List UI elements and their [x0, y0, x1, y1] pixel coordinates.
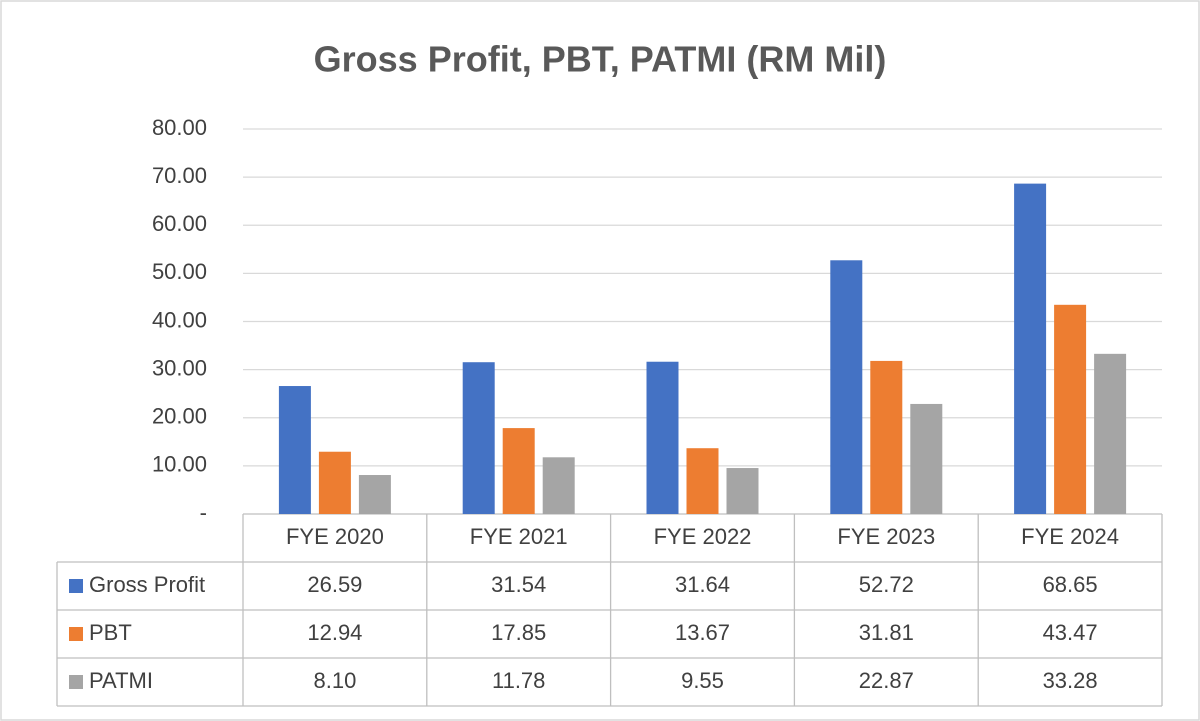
x-tick-label: FYE 2022 — [654, 524, 752, 549]
y-tick-label: 80.00 — [152, 115, 207, 140]
y-tick-label: 10.00 — [152, 452, 207, 477]
table-value: 68.65 — [1043, 572, 1098, 597]
legend-swatch — [69, 675, 83, 689]
table-value: 26.59 — [307, 572, 362, 597]
table-value: 13.67 — [675, 620, 730, 645]
table-value: 52.72 — [859, 572, 914, 597]
table-value: 9.55 — [681, 668, 724, 693]
legend-label: Gross Profit — [89, 572, 205, 597]
x-tick-label: FYE 2020 — [286, 524, 384, 549]
bar — [462, 362, 495, 514]
chart-title: Gross Profit, PBT, PATMI (RM Mil) — [314, 39, 887, 80]
x-tick-label: FYE 2021 — [470, 524, 568, 549]
legend-swatch — [69, 579, 83, 593]
y-tick-label: 40.00 — [152, 307, 207, 332]
bar — [542, 457, 575, 514]
table-value: 31.81 — [859, 620, 914, 645]
legend-label: PBT — [89, 620, 132, 645]
table-value: 17.85 — [491, 620, 546, 645]
bar — [1094, 353, 1127, 514]
y-tick-label: 70.00 — [152, 163, 207, 188]
legend-label: PATMI — [89, 668, 153, 693]
x-tick-label: FYE 2023 — [837, 524, 935, 549]
y-tick-label: 50.00 — [152, 259, 207, 284]
y-tick-label: 60.00 — [152, 211, 207, 236]
bar — [278, 386, 311, 514]
y-tick-label: 20.00 — [152, 404, 207, 429]
bar — [358, 475, 391, 514]
bar — [870, 360, 903, 514]
table-value: 31.64 — [675, 572, 730, 597]
table-value: 31.54 — [491, 572, 546, 597]
bar — [502, 428, 535, 514]
bar — [830, 260, 863, 514]
bar — [318, 451, 351, 514]
bar — [646, 361, 679, 514]
x-tick-label: FYE 2024 — [1021, 524, 1119, 549]
table-value: 11.78 — [492, 668, 545, 693]
bar — [1054, 304, 1087, 514]
bar — [726, 468, 759, 514]
table-value: 43.47 — [1043, 620, 1098, 645]
table-value: 33.28 — [1043, 668, 1098, 693]
bar — [910, 403, 943, 514]
legend-swatch — [69, 627, 83, 641]
table-value: 8.10 — [313, 668, 356, 693]
y-tick-label: - — [200, 500, 207, 525]
table-value: 22.87 — [859, 668, 914, 693]
table-value: 12.94 — [307, 620, 362, 645]
bar — [1014, 183, 1047, 514]
bar — [686, 448, 719, 514]
y-tick-label: 30.00 — [152, 355, 207, 380]
